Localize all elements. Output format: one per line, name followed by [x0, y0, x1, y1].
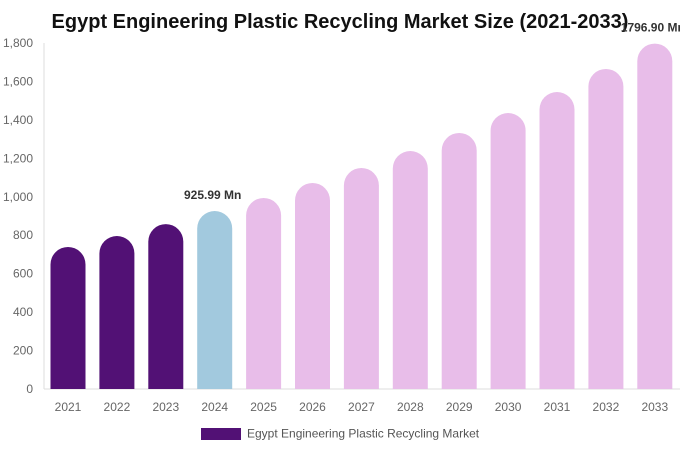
x-tick-label: 2025	[250, 400, 277, 414]
bar-2025	[246, 197, 282, 389]
y-tick-label: 1,800	[3, 36, 33, 50]
x-tick-label: 2023	[152, 400, 179, 414]
bar-2024	[197, 211, 233, 389]
bar-2026	[295, 182, 330, 389]
bar-2027	[343, 167, 379, 389]
y-tick-label: 1,000	[3, 190, 33, 204]
data-label: 1796.90 Mn	[621, 21, 680, 35]
bar-2028	[392, 151, 428, 389]
bar-2030	[490, 112, 526, 390]
x-tick-label: 2026	[299, 400, 326, 414]
y-tick-label: 0	[26, 382, 33, 396]
x-tick-label: 2028	[397, 400, 424, 414]
bar-2029	[441, 132, 477, 389]
bar-2022	[99, 236, 135, 389]
y-tick-label: 800	[13, 228, 33, 242]
y-tick-label: 1,600	[3, 74, 33, 88]
x-tick-label: 2031	[544, 400, 571, 414]
x-tick-label: 2029	[446, 400, 473, 414]
x-tick-label: 2030	[495, 400, 522, 414]
y-tick-label: 400	[13, 305, 33, 319]
bar-2033	[637, 43, 673, 390]
y-tick-label: 1,400	[3, 113, 33, 127]
bar-2023	[148, 224, 184, 389]
bar-2032	[588, 68, 624, 389]
bar-2031	[539, 92, 575, 390]
y-tick-label: 200	[13, 344, 33, 358]
data-label: 925.99 Mn	[184, 188, 241, 202]
legend-label: Egypt Engineering Plastic Recycling Mark…	[247, 427, 480, 441]
bar-2021	[50, 246, 86, 389]
x-tick-label: 2032	[593, 400, 620, 414]
y-tick-label: 600	[13, 267, 33, 281]
x-tick-label: 2027	[348, 400, 375, 414]
x-tick-label: 2033	[641, 400, 668, 414]
y-tick-label: 1,200	[3, 151, 33, 165]
legend-swatch	[201, 428, 241, 440]
x-tick-label: 2024	[201, 400, 228, 414]
x-tick-label: 2021	[55, 400, 82, 414]
chart-title: Egypt Engineering Plastic Recycling Mark…	[52, 11, 629, 33]
x-tick-label: 2022	[104, 400, 131, 414]
